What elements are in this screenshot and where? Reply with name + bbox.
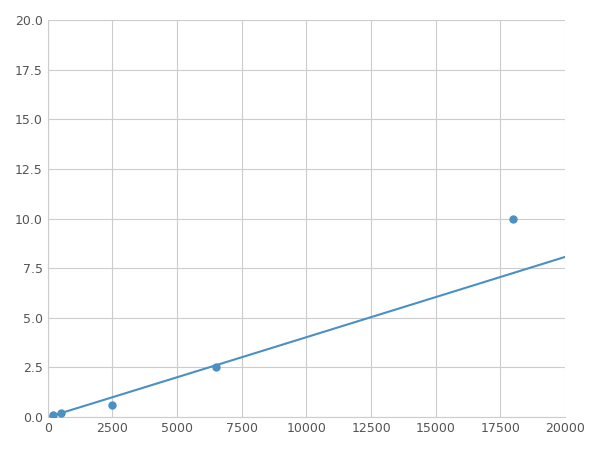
Point (509, 215, 518, 222)
Point (56, 410, 65, 417)
Point (211, 364, 221, 371)
Point (107, 401, 117, 409)
Point (48, 412, 58, 419)
